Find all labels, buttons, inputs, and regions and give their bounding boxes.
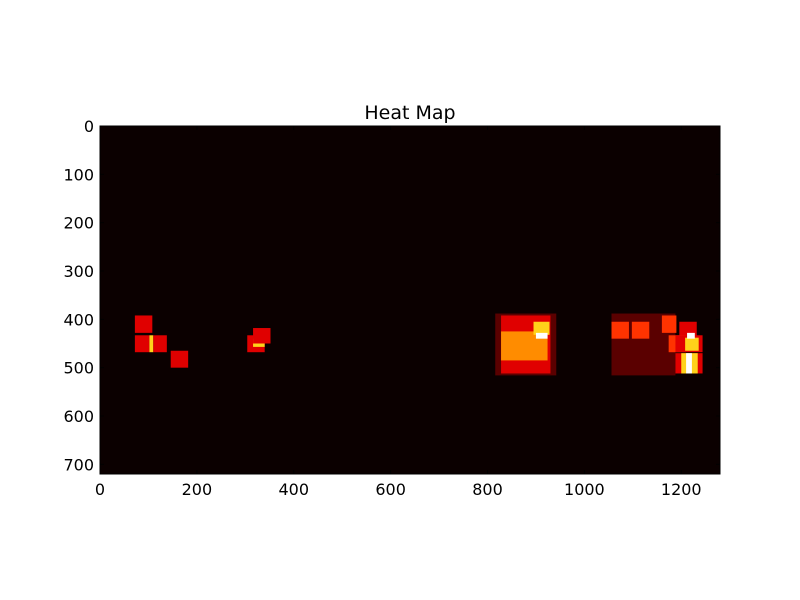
x-tick-label: 0 (95, 480, 105, 499)
x-tick-label: 600 (375, 480, 406, 499)
heat-cell (611, 321, 629, 339)
heat-cell (687, 332, 695, 339)
heat-cell (170, 350, 189, 368)
y-tick-label: 700 (63, 455, 94, 474)
y-axis: 0 100 200 300 400 500 600 700 (63, 117, 720, 474)
heat-cell (631, 321, 650, 339)
plot-frame (99, 125, 721, 475)
heat-cell (533, 321, 550, 335)
x-tick-label: 200 (182, 480, 213, 499)
y-tick-label: 500 (63, 359, 94, 378)
x-axis: 0 200 400 600 800 1000 1200 (95, 126, 702, 499)
heat-cell (661, 315, 677, 333)
x-tick-label: 400 (278, 480, 309, 499)
x-tick-label: 1200 (661, 480, 702, 499)
y-tick-label: 300 (63, 262, 94, 281)
heat-cell (686, 353, 692, 374)
x-tick-label: 800 (472, 480, 503, 499)
y-tick-label: 0 (84, 117, 94, 136)
heat-cell (149, 335, 154, 353)
heat-cell (134, 315, 153, 333)
heat-cell (153, 335, 167, 353)
y-tick-label: 400 (63, 310, 94, 329)
y-tick-label: 100 (63, 165, 94, 184)
heat-cell (685, 337, 699, 351)
x-tick-label: 1000 (564, 480, 605, 499)
heat-cell (535, 332, 548, 339)
y-tick-label: 600 (63, 407, 94, 426)
y-tick-label: 200 (63, 214, 94, 233)
plot-area (99, 125, 721, 475)
chart-title: Heat Map (364, 102, 455, 124)
heatmap-background (100, 126, 720, 474)
heat-cell (134, 335, 150, 353)
heat-cell (253, 328, 271, 344)
